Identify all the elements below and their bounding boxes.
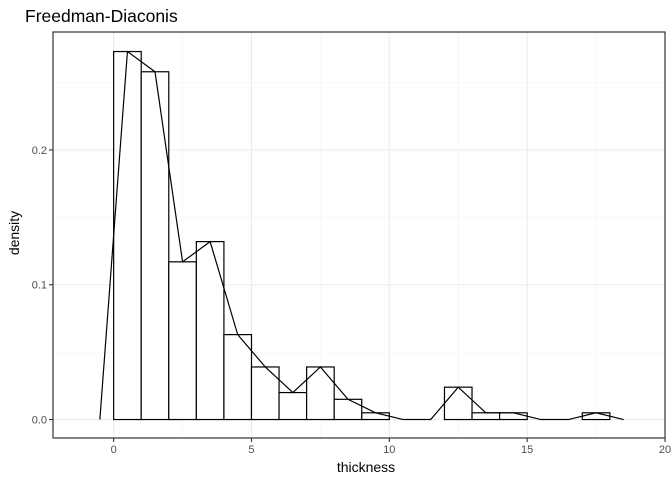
- x-tick-label: 0: [111, 444, 117, 456]
- histogram-bar: [250, 366, 280, 421]
- histogram-bar: [443, 386, 473, 421]
- x-tick-label: 5: [248, 444, 254, 456]
- x-axis: 0 5 10 15 20: [111, 438, 671, 456]
- histogram-bar: [278, 391, 308, 421]
- y-tick-label: 0.1: [32, 280, 47, 292]
- y-axis-title: density: [6, 211, 22, 255]
- x-tick-label: 20: [659, 444, 671, 456]
- y-tick-label: 0.2: [32, 145, 47, 157]
- x-tick-label: 10: [383, 444, 395, 456]
- histogram-bar: [306, 366, 335, 421]
- frequency-polygon-line: [99, 50, 624, 421]
- histogram-bar: [223, 334, 253, 421]
- histogram-bars: [113, 50, 611, 421]
- chart-title: Freedman-Diaconis: [25, 6, 178, 26]
- y-axis: 0.0 0.1 0.2: [32, 145, 53, 427]
- histogram-bar: [113, 50, 142, 421]
- x-axis-title: thickness: [337, 459, 395, 475]
- histogram-bar: [333, 398, 363, 421]
- histogram-bar: [471, 412, 501, 421]
- histogram-bar: [581, 412, 611, 421]
- histogram-bar: [140, 71, 170, 421]
- panel-border: [52, 31, 666, 439]
- frequency-polygon: [99, 50, 624, 421]
- histogram-bar: [498, 412, 528, 421]
- histogram-bar: [195, 241, 225, 421]
- histogram-bar: [361, 412, 390, 421]
- histogram-bar: [168, 261, 197, 421]
- y-tick-label: 0.0: [32, 415, 47, 427]
- x-tick-label: 15: [521, 444, 533, 456]
